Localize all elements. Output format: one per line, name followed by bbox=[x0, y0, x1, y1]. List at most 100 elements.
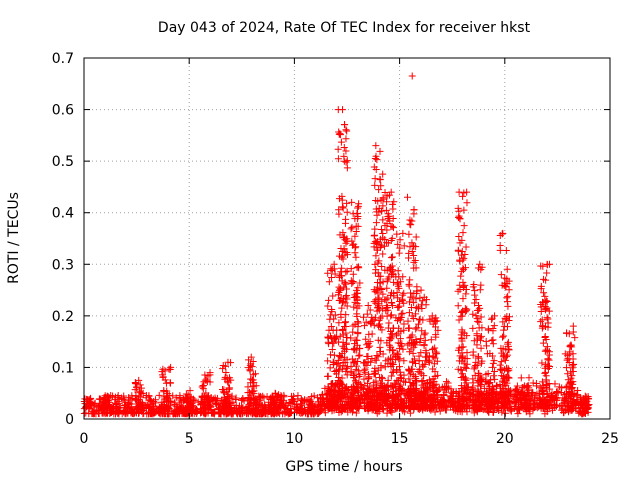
data-point bbox=[354, 318, 362, 326]
data-point bbox=[393, 230, 401, 238]
data-point bbox=[488, 315, 496, 323]
data-point bbox=[472, 295, 480, 303]
data-point bbox=[406, 298, 414, 306]
data-point bbox=[383, 266, 391, 274]
data-point bbox=[457, 373, 465, 381]
data-point bbox=[551, 394, 559, 402]
data-point bbox=[132, 379, 140, 387]
data-point bbox=[337, 138, 345, 146]
data-point bbox=[503, 399, 511, 407]
data-point bbox=[372, 296, 380, 304]
data-point bbox=[395, 284, 403, 292]
data-point bbox=[544, 355, 552, 363]
data-point bbox=[376, 347, 384, 355]
data-point bbox=[403, 193, 411, 201]
data-point bbox=[537, 285, 545, 293]
data-point bbox=[542, 368, 550, 376]
data-point bbox=[261, 404, 269, 412]
data-point bbox=[500, 332, 508, 340]
data-point bbox=[368, 403, 376, 411]
data-point bbox=[376, 343, 384, 351]
data-point bbox=[399, 273, 407, 281]
data-point bbox=[427, 393, 435, 401]
data-point bbox=[330, 359, 338, 367]
data-point bbox=[389, 205, 397, 213]
data-point bbox=[407, 365, 415, 373]
data-point bbox=[517, 395, 525, 403]
data-point bbox=[501, 356, 509, 364]
data-point bbox=[183, 403, 191, 411]
data-point bbox=[454, 287, 462, 295]
data-point bbox=[120, 392, 128, 400]
data-point bbox=[379, 278, 387, 286]
data-point bbox=[418, 327, 426, 335]
data-point bbox=[474, 317, 482, 325]
data-point bbox=[542, 376, 550, 384]
data-point bbox=[341, 299, 349, 307]
data-point bbox=[472, 312, 480, 320]
data-point bbox=[416, 338, 424, 346]
data-point bbox=[281, 402, 289, 410]
data-point bbox=[371, 369, 379, 377]
data-point bbox=[539, 262, 547, 270]
data-point bbox=[372, 252, 380, 260]
data-point bbox=[565, 330, 573, 338]
data-point bbox=[351, 336, 359, 344]
data-point bbox=[555, 383, 563, 391]
data-point bbox=[428, 315, 436, 323]
data-point bbox=[460, 329, 468, 337]
data-point bbox=[447, 398, 455, 406]
data-point bbox=[396, 236, 404, 244]
data-point bbox=[427, 336, 435, 344]
data-point bbox=[319, 390, 327, 398]
data-point bbox=[457, 272, 465, 280]
data-point bbox=[352, 377, 360, 385]
data-point bbox=[272, 390, 280, 398]
data-point bbox=[461, 363, 469, 371]
data-point bbox=[197, 405, 205, 413]
data-point bbox=[260, 394, 268, 402]
data-point bbox=[400, 357, 408, 365]
data-point bbox=[335, 367, 343, 375]
data-point bbox=[165, 365, 173, 373]
data-point bbox=[152, 396, 160, 404]
data-point bbox=[400, 299, 408, 307]
data-point bbox=[219, 365, 227, 373]
data-point bbox=[400, 402, 408, 410]
data-point bbox=[459, 229, 467, 237]
data-point bbox=[483, 350, 491, 358]
data-point bbox=[498, 402, 506, 410]
data-point bbox=[397, 313, 405, 321]
data-point bbox=[498, 393, 506, 401]
data-point bbox=[462, 307, 470, 315]
data-point bbox=[181, 394, 189, 402]
data-point bbox=[350, 240, 358, 248]
data-point bbox=[288, 396, 296, 404]
data-point bbox=[86, 400, 94, 408]
data-point bbox=[352, 366, 360, 374]
data-point bbox=[134, 397, 142, 405]
data-point bbox=[374, 336, 382, 344]
data-point bbox=[377, 182, 385, 190]
data-point bbox=[429, 375, 437, 383]
data-point bbox=[111, 393, 119, 401]
data-point bbox=[502, 282, 510, 290]
data-point bbox=[533, 382, 541, 390]
data-point bbox=[248, 376, 256, 384]
data-point bbox=[476, 334, 484, 342]
data-point bbox=[282, 408, 290, 416]
data-point bbox=[421, 389, 429, 397]
data-point bbox=[149, 405, 157, 413]
data-point bbox=[454, 365, 462, 373]
data-point bbox=[539, 298, 547, 306]
data-point bbox=[469, 391, 477, 399]
data-point bbox=[503, 294, 511, 302]
data-point bbox=[563, 356, 571, 364]
data-point bbox=[360, 322, 368, 330]
data-point bbox=[198, 400, 206, 408]
data-point bbox=[474, 387, 482, 395]
data-point bbox=[147, 396, 155, 404]
data-point bbox=[458, 370, 466, 378]
data-point bbox=[371, 356, 379, 364]
data-point bbox=[362, 390, 370, 398]
